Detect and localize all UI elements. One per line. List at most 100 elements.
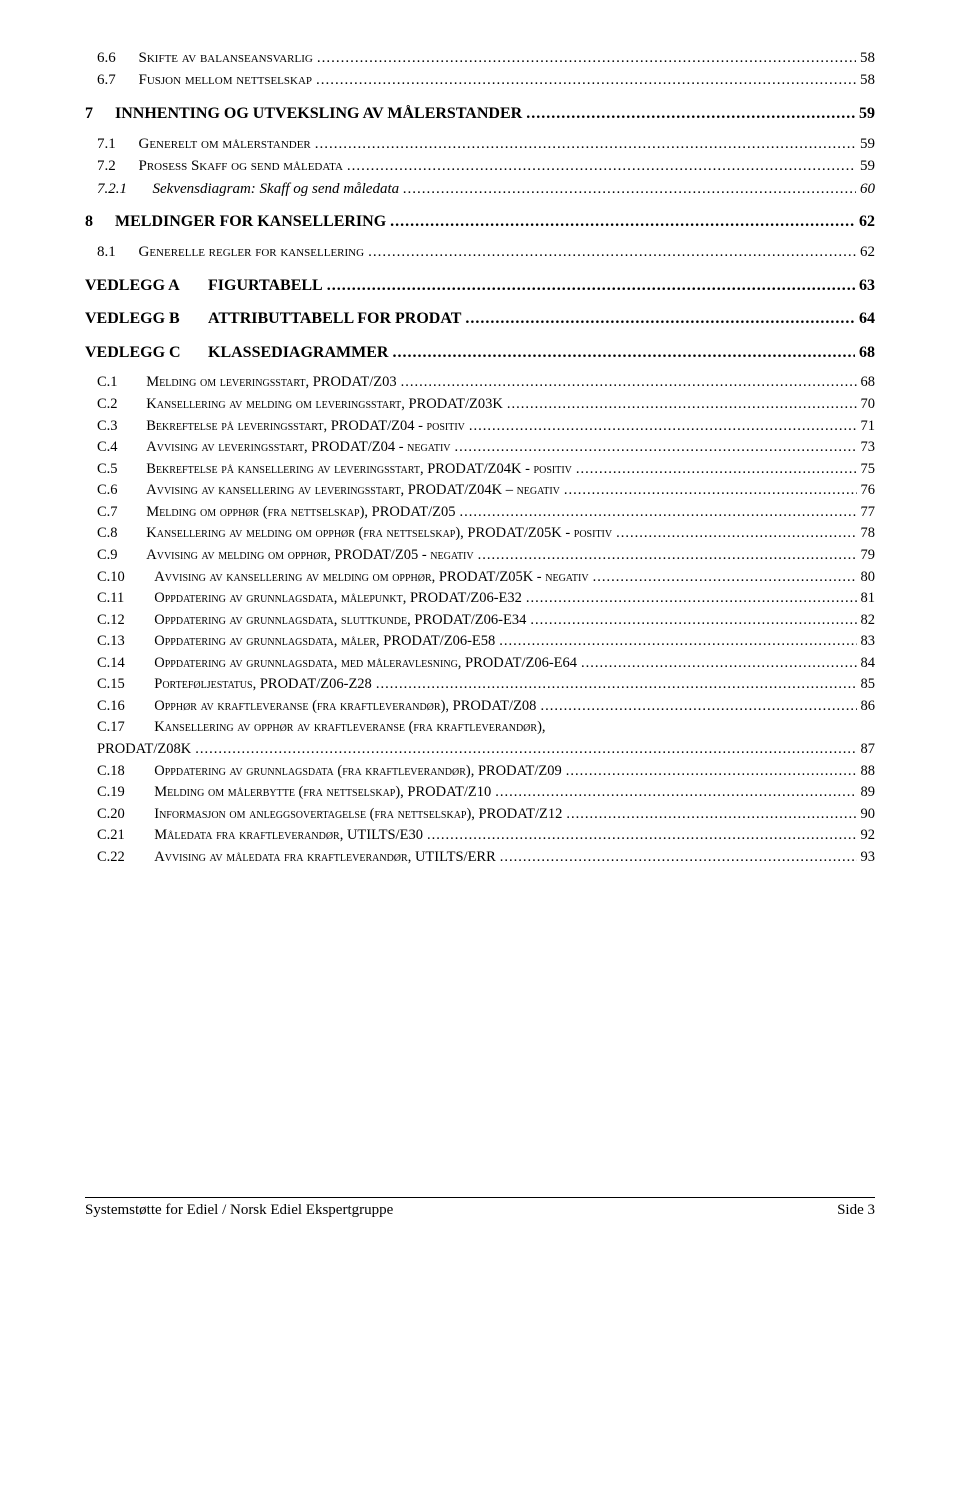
- toc-page: 81: [861, 589, 876, 609]
- footer: Systemstøtte for Ediel / Norsk Ediel Eks…: [85, 1202, 875, 1219]
- toc-text: Oppdatering av grunnlagsdata, målepunkt,…: [154, 589, 522, 609]
- toc-text: Måledata fra kraftleverandør, UTILTS/E30: [154, 826, 423, 846]
- toc-number: C.15: [97, 675, 147, 695]
- toc-number: C.5: [97, 460, 139, 480]
- toc-text: Avvising av leveringsstart, PRODAT/Z04 -…: [146, 438, 450, 458]
- toc-leader-dots: [195, 740, 856, 760]
- toc-text: Oppdatering av grunnlagsdata (fra kraftl…: [154, 762, 561, 782]
- toc-text: FIGURTABELL: [208, 275, 323, 297]
- toc-number: C.3: [97, 417, 139, 437]
- toc-page: 68: [861, 373, 876, 393]
- toc-number: C.21: [97, 826, 147, 846]
- toc-text: Kansellering av melding om leveringsstar…: [146, 395, 503, 415]
- toc-number: C.22: [97, 848, 147, 868]
- toc-page: 58: [860, 48, 875, 68]
- toc-entry: C.20Informasjon om anleggsovertagelse (f…: [85, 805, 875, 825]
- toc-leader-dots: [530, 611, 856, 631]
- toc-entry: PRODAT/Z08K87: [85, 740, 875, 760]
- toc-page: 85: [861, 675, 876, 695]
- toc-leader-dots: [526, 589, 857, 609]
- toc-text: Fusjon mellom nettselskap: [139, 70, 313, 90]
- toc-entry: 8MELDINGER FOR KANSELLERING62: [85, 211, 875, 233]
- toc-leader-dots: [390, 211, 855, 233]
- toc-number: 6.6: [97, 48, 131, 68]
- toc-number: C.2: [97, 395, 139, 415]
- toc-number: C.10: [97, 568, 147, 588]
- toc-text: Avvising av kansellering av leveringssta…: [146, 481, 560, 501]
- toc-text: Bekreftelse på kansellering av leverings…: [146, 460, 572, 480]
- toc-entry: VEDLEGG C KLASSEDIAGRAMMER 68: [85, 342, 875, 364]
- toc-entry: VEDLEGG BATTRIBUTTABELL FOR PRODAT64: [85, 308, 875, 330]
- footer-right: Side 3: [837, 1202, 875, 1219]
- toc-entry: C.19Melding om målerbytte (fra nettselsk…: [85, 783, 875, 803]
- toc-number: C.18: [97, 762, 147, 782]
- toc-leader-dots: [392, 342, 855, 364]
- toc-page: 68: [859, 342, 875, 364]
- toc-entry: C.14Oppdatering av grunnlagsdata, med må…: [85, 654, 875, 674]
- toc-number: C.1: [97, 373, 139, 393]
- toc-leader-dots: [316, 70, 856, 90]
- toc-text: Avvising av kansellering av melding om o…: [154, 568, 588, 588]
- toc-page: 83: [861, 632, 876, 652]
- toc-leader-dots: [427, 826, 857, 846]
- toc-text: Bekreftelse på leveringsstart, PRODAT/Z0…: [146, 417, 465, 437]
- toc-number: C.17: [97, 718, 147, 738]
- toc-leader-dots: [455, 438, 857, 458]
- toc-text: Melding om opphør (fra nettselskap), PRO…: [146, 503, 455, 523]
- toc-text: Opphør av kraftleveranse (fra kraftlever…: [154, 697, 536, 717]
- toc-number: C.8: [97, 524, 139, 544]
- toc-entry: C.5 Bekreftelse på kansellering av leveri…: [85, 460, 875, 480]
- toc-entry: C.10 Avvising av kansellering av melding …: [85, 568, 875, 588]
- toc-entry: 8.1Generelle regler for kansellering62: [85, 242, 875, 262]
- toc-page: 71: [861, 417, 876, 437]
- toc-entry: C.7Melding om opphør (fra nettselskap), …: [85, 503, 875, 523]
- toc-leader-dots: [327, 275, 855, 297]
- toc-leader-dots: [566, 762, 857, 782]
- toc-page: 79: [861, 546, 876, 566]
- toc-entry: C.2 Kansellering av melding om leveringss…: [85, 395, 875, 415]
- toc-text: MELDINGER FOR KANSELLERING: [115, 211, 386, 233]
- toc-number: 8: [85, 211, 107, 233]
- toc-page: 89: [861, 783, 876, 803]
- footer-left: Systemstøtte for Ediel / Norsk Ediel Eks…: [85, 1202, 393, 1219]
- toc-text: Melding om målerbytte (fra nettselskap),…: [154, 783, 491, 803]
- toc-page: 73: [861, 438, 876, 458]
- toc-entry: C.8Kansellering av melding om opphør (fr…: [85, 524, 875, 544]
- toc-entry: 7.1Generelt om målerstander59: [85, 134, 875, 154]
- toc-text: INNHENTING OG UTVEKSLING AV MÅLERSTANDER: [115, 103, 522, 125]
- toc-page: 80: [861, 568, 876, 588]
- toc-text: Oppdatering av grunnlagsdata, sluttkunde…: [154, 611, 526, 631]
- toc-leader-dots: [347, 156, 856, 176]
- toc-number: 7.1: [97, 134, 131, 154]
- toc-entry: C.21 Måledata fra kraftleverandør, UTILTS…: [85, 826, 875, 846]
- toc-leader-dots: [465, 308, 855, 330]
- toc-page: 60: [860, 179, 875, 199]
- toc-number: VEDLEGG C: [85, 342, 200, 364]
- toc-number: C.4: [97, 438, 139, 458]
- toc-number: C.16: [97, 697, 147, 717]
- toc-entry: 6.6Skifte av balanseansvarlig58: [85, 48, 875, 68]
- toc-entry: 7 INNHENTING OG UTVEKSLING AV MÅLERSTANDE…: [85, 103, 875, 125]
- toc-text: Generelt om målerstander: [139, 134, 311, 154]
- toc-number: C.9: [97, 546, 139, 566]
- toc-text: Porteføljestatus, PRODAT/Z06-Z28: [154, 675, 372, 695]
- toc-entry: C.1Melding om leveringsstart, PRODAT/Z03…: [85, 373, 875, 393]
- toc-text: Oppdatering av grunnlagsdata, måler, PRO…: [154, 632, 495, 652]
- toc-entry: C.22Avvising av måledata fra kraftlevera…: [85, 848, 875, 868]
- toc-text: KLASSEDIAGRAMMER: [208, 342, 388, 364]
- toc-leader-dots: [507, 395, 857, 415]
- toc-number: 6.7: [97, 70, 131, 90]
- toc-leader-dots: [581, 654, 856, 674]
- toc-text: Informasjon om anleggsovertagelse (fra n…: [154, 805, 562, 825]
- toc-text: Prosess Skaff og send måledata: [139, 156, 343, 176]
- toc-number: 8.1: [97, 242, 131, 262]
- toc-text: Generelle regler for kansellering: [139, 242, 365, 262]
- toc-entry: 7.2Prosess Skaff og send måledata59: [85, 156, 875, 176]
- toc-page: 75: [861, 460, 876, 480]
- footer-separator: [85, 1197, 875, 1198]
- toc-number: 7.2: [97, 156, 131, 176]
- toc-number: 7: [85, 103, 107, 125]
- table-of-contents: 6.6Skifte av balanseansvarlig586.7 Fusjon…: [85, 48, 875, 363]
- toc-entry: 6.7Fusjon mellom nettselskap58: [85, 70, 875, 90]
- toc-entry: C.12Oppdatering av grunnlagsdata, sluttk…: [85, 611, 875, 631]
